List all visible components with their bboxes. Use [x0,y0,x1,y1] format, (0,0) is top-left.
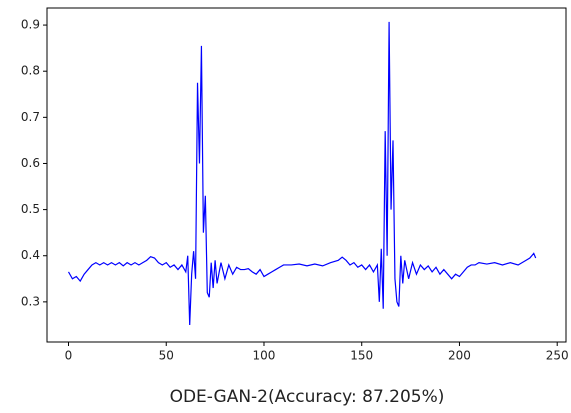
plot-frame [46,7,567,343]
y-tick-label: 0.5 [21,202,40,216]
y-tick-label: 0.4 [21,248,40,262]
line [67,21,537,325]
x-tick-label: 0 [65,349,73,363]
y-tick-label: 0.8 [21,64,40,78]
x-tick-label: 200 [448,349,471,363]
x-tick-label: 50 [159,349,174,363]
chart-title: ODE-GAN-2(Accuracy: 87.205%) [170,387,445,407]
y-tick-label: 0.9 [21,18,40,32]
x-tick-label: 150 [350,349,373,363]
y-tick-label: 0.3 [21,294,40,308]
x-tick-label: 100 [253,349,276,363]
y-tick-label: 0.6 [21,156,40,170]
x-tick-label: 250 [546,349,569,363]
y-tick-label: 0.7 [21,110,40,124]
